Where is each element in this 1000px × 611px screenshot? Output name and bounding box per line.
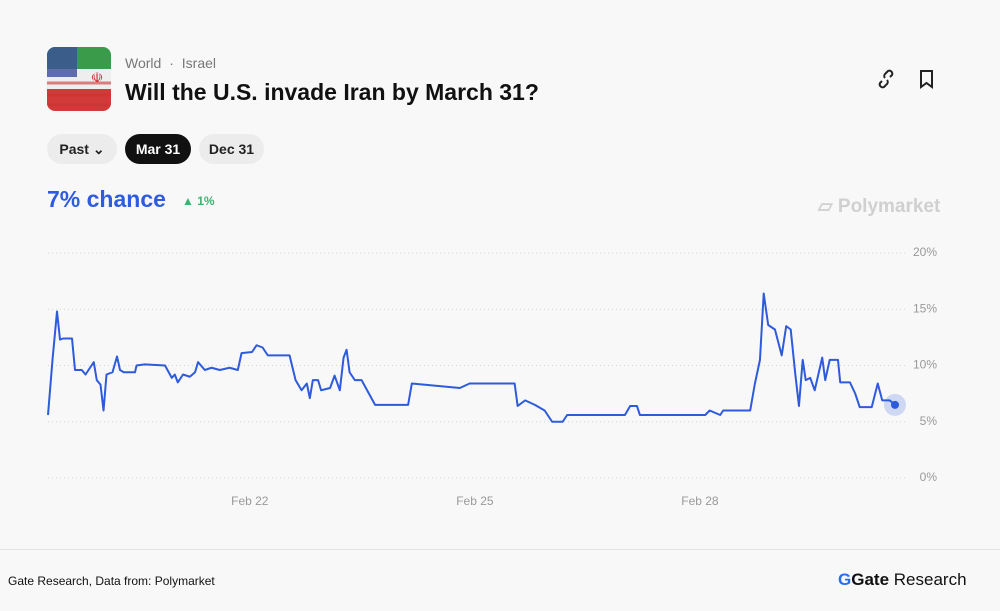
source: Gate Research, Data from: Polymarket: [8, 574, 215, 588]
tab[interactable]: Dec 31: [199, 134, 264, 164]
watermark-text: Polymarket: [837, 196, 941, 217]
bookmark-icon[interactable]: [920, 70, 933, 89]
line: [47, 292, 896, 423]
y-tick-label: 10%: [913, 358, 937, 372]
end-point: [890, 400, 899, 409]
y-tick-label: 20%: [913, 245, 937, 259]
actions: [878, 69, 933, 89]
breadcrumb-item[interactable]: Israel: [181, 55, 216, 71]
tab-label: Past: [59, 141, 89, 157]
divider: [0, 549, 1000, 550]
flag-icon: ☫: [47, 47, 111, 111]
y-tick-label: 15%: [913, 301, 937, 315]
tab[interactable]: Mar 31: [125, 134, 191, 164]
chance: 7% chance: [47, 186, 166, 212]
x-tick-label: Feb 22: [231, 494, 269, 508]
watermark: ▱ Polymarket: [818, 196, 941, 217]
chart: 0% 5% 10% 15% 20% Feb 22 Feb 25 Feb 28: [47, 245, 938, 508]
logo: GGate Research: [838, 570, 967, 589]
breadcrumb: World · Israel: [125, 55, 216, 71]
change-value: 1%: [197, 194, 215, 208]
change: ▲ 1%: [182, 194, 215, 208]
logo-word: Research: [893, 570, 967, 589]
link-icon[interactable]: [878, 69, 894, 89]
logo-brand: Gate: [851, 570, 890, 589]
x-tick-label: Feb 25: [456, 494, 494, 508]
breadcrumb-item[interactable]: World: [125, 55, 162, 71]
y-tick-label: 5%: [920, 414, 938, 428]
tab[interactable]: Past ⌄: [47, 134, 117, 164]
x-tick-label: Feb 28: [681, 494, 719, 508]
market-title: Will the U.S. invade Iran by March 31?: [125, 79, 539, 105]
svg-text:☫: ☫: [91, 70, 104, 86]
y-tick-label: 0%: [920, 470, 938, 484]
